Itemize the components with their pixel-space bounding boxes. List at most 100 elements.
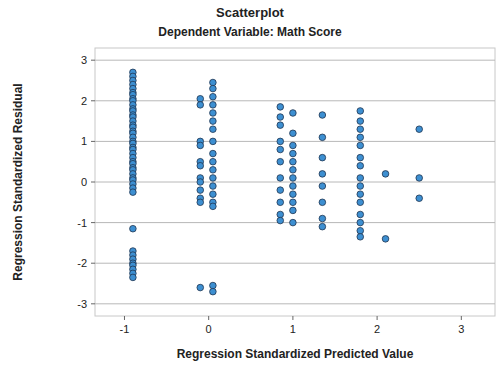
y-tick-label: -1: [77, 217, 87, 229]
y-tick: [91, 182, 95, 183]
point: [290, 207, 297, 214]
point: [382, 171, 389, 178]
grid-line: [95, 60, 495, 61]
y-tick-label: -3: [77, 298, 87, 310]
point: [277, 122, 284, 129]
point: [210, 191, 217, 198]
point: [357, 118, 364, 125]
point: [319, 154, 326, 161]
point: [357, 227, 364, 234]
title: Scatterplot: [216, 5, 285, 20]
point: [357, 219, 364, 226]
grid-line: [95, 263, 495, 264]
point: [210, 175, 217, 182]
point: [290, 158, 297, 165]
point: [319, 215, 326, 222]
point: [210, 118, 217, 125]
y-tick-label: -2: [77, 257, 87, 269]
point: [197, 142, 204, 149]
point: [319, 112, 326, 119]
point: [357, 142, 364, 149]
point: [277, 158, 284, 165]
y-tick-label: 2: [81, 95, 87, 107]
y-axis-title: Regression Standardized Residual: [11, 83, 25, 280]
point: [290, 167, 297, 174]
y-tick: [91, 303, 95, 304]
point: [277, 211, 284, 218]
point: [197, 284, 204, 291]
grid-line: [95, 100, 495, 101]
point: [210, 150, 217, 157]
point: [277, 217, 284, 224]
point: [319, 134, 326, 141]
point: [416, 175, 423, 182]
point: [197, 102, 204, 109]
point: [277, 104, 284, 111]
point: [290, 199, 297, 206]
y-tick-label: 0: [81, 176, 87, 188]
point: [277, 114, 284, 121]
point: [210, 110, 217, 117]
point: [357, 162, 364, 169]
point: [357, 199, 364, 206]
grid-line: [95, 182, 495, 183]
plot-frame: [95, 48, 495, 316]
point: [319, 199, 326, 206]
x-tick-label: 0: [206, 323, 212, 335]
y-tick: [91, 60, 95, 61]
point: [290, 219, 297, 226]
grid-line: [95, 141, 495, 142]
points: [130, 69, 423, 295]
y-tick: [91, 141, 95, 142]
point: [357, 134, 364, 141]
x-tick: [208, 316, 209, 320]
grid-line: [95, 303, 495, 304]
chart: Scatterplot Dependent Variable: Math Scor…: [0, 0, 500, 370]
point: [290, 191, 297, 198]
point: [197, 162, 204, 169]
point: [210, 167, 217, 174]
point: [210, 138, 217, 145]
point: [130, 225, 137, 232]
y-tick: [91, 100, 95, 101]
point: [197, 199, 204, 206]
x-tick: [461, 316, 462, 320]
y-tick-label: 3: [81, 54, 87, 66]
point: [357, 191, 364, 198]
point: [416, 126, 423, 133]
point: [357, 154, 364, 161]
point: [290, 183, 297, 190]
point: [277, 187, 284, 194]
point: [357, 234, 364, 241]
point: [357, 175, 364, 182]
y-tick-label: 1: [81, 135, 87, 147]
point: [197, 179, 204, 186]
x-tick-label: 2: [374, 323, 380, 335]
point: [210, 288, 217, 295]
point: [210, 85, 217, 92]
point: [290, 110, 297, 117]
point: [197, 95, 204, 102]
point: [210, 282, 217, 289]
x-tick-label: 1: [290, 323, 296, 335]
x-tick: [124, 316, 125, 320]
point: [210, 102, 217, 109]
point: [290, 130, 297, 137]
point: [130, 274, 137, 281]
x-tick: [292, 316, 293, 320]
point: [290, 142, 297, 149]
point: [210, 158, 217, 165]
point: [357, 211, 364, 218]
point: [277, 175, 284, 182]
point: [277, 138, 284, 145]
point: [277, 146, 284, 153]
point: [319, 171, 326, 178]
point: [382, 236, 389, 243]
y-tick: [91, 222, 95, 223]
subtitle: Dependent Variable: Math Score: [158, 25, 342, 39]
point: [210, 126, 217, 133]
point: [197, 187, 204, 194]
point: [210, 93, 217, 100]
y-tick: [91, 263, 95, 264]
point: [319, 183, 326, 190]
